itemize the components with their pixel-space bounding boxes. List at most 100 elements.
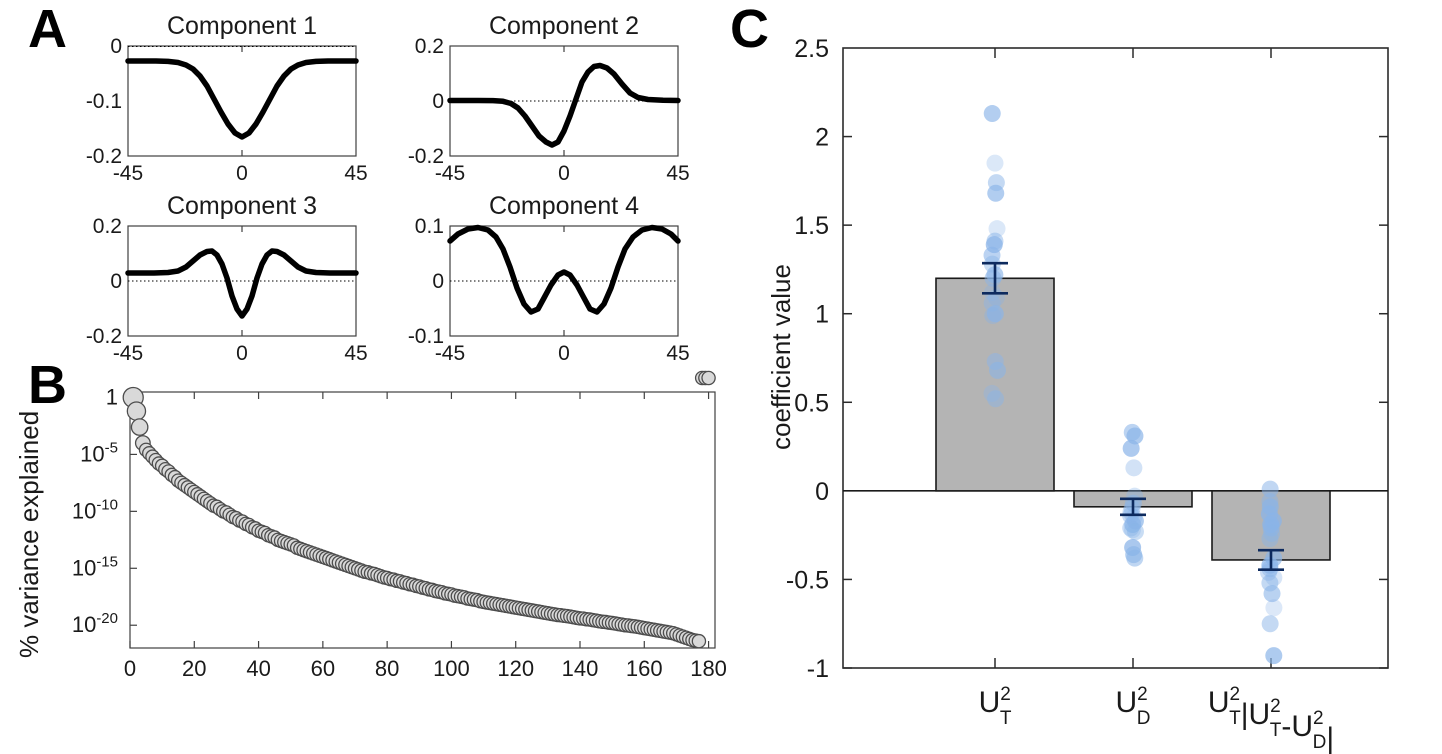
component-3-xtick-1: 0 [236, 342, 248, 365]
component-4-title: Component 4 [489, 192, 639, 220]
panel-c-point [986, 155, 1003, 172]
component-3-xtick-2: 45 [344, 342, 367, 365]
label-superscript: 2 [1230, 684, 1241, 705]
component-3-chart: Component 3 0.2 0 -0.2 -45 0 45 [96, 186, 376, 366]
label-subscript: D [1137, 708, 1151, 729]
component-4-xtick-2: 45 [666, 342, 689, 365]
panel-c-point [1127, 523, 1144, 540]
panel-b-ytick-exponent-3: -15 [96, 553, 118, 570]
panel-b-xtick-label-4: 80 [375, 656, 399, 681]
component-3-ytick-0: 0.2 [93, 215, 122, 238]
component-4-xtick-1: 0 [558, 342, 570, 365]
panel-c-ytick-label-6: -0.5 [786, 566, 829, 594]
panel-b-xtick-label-2: 40 [246, 656, 270, 681]
component-3-xtick-0: -45 [113, 342, 143, 365]
panel-b-xtick-labels: 0 20 40 60 80 100 120 140 160 180 [124, 656, 727, 681]
component-4-chart: Component 4 0.1 0 -0.1 -45 0 45 [418, 186, 698, 366]
panel-b-ytick-label-1: 10-5 [80, 439, 118, 466]
label-subscript: T [1229, 708, 1241, 729]
panel-c-ylabel: coefficient value [766, 264, 796, 450]
component-1-ytick-0: 0 [110, 35, 122, 58]
label-pipe-close: | [1326, 722, 1334, 754]
panel-b-ylabel: % variance explained [14, 411, 44, 658]
variance-explained-chart: % variance explained 110-510-1010-1510-2… [0, 378, 740, 708]
component-1-xtick-0: -45 [113, 162, 143, 185]
label-base: U [979, 686, 1001, 719]
component-2-chart: Component 2 0.2 0 -0.2 -45 0 45 [418, 6, 698, 186]
panel-c-point [1126, 550, 1143, 567]
component-1-title: Component 1 [167, 12, 317, 40]
component-2-curve [450, 66, 678, 146]
label-subscript: D [1313, 732, 1327, 753]
component-1-chart: Component 1 0 -0.1 -0.2 -45 0 45 [96, 6, 376, 186]
panel-c-point [989, 362, 1006, 379]
label-pipe-open: | [1241, 698, 1249, 731]
panel-c-coefficient-chart: coefficient value 2.5 2 1.5 1 0.5 0 -0.5 -1 U2 T… [760, 20, 1420, 740]
label-minus: - [1281, 710, 1291, 743]
component-1-curve [128, 61, 356, 137]
panel-c-ytick-label-5: 0 [815, 478, 829, 506]
component-1-xtick-2: 45 [344, 162, 367, 185]
label-base: U [1249, 698, 1271, 731]
panel-label-a: A [28, 2, 67, 56]
panel-b-ytick-exponent-1: -5 [105, 439, 118, 456]
component-2-ytick-0: 0.2 [415, 35, 444, 58]
panel-b-xtick-label-3: 60 [311, 656, 335, 681]
component-3-curve [128, 251, 356, 316]
panel-b-axes-box [130, 392, 715, 648]
component-2-xtick-0: -45 [435, 162, 465, 185]
panel-b-ytick-label-2: 10-10 [72, 496, 118, 523]
panel-c-ytick-label-4: 0.5 [794, 389, 829, 417]
panel-b-tick-marks [130, 392, 709, 648]
component-4-axes-box [450, 226, 678, 336]
panel-c-axes-box [843, 48, 1388, 668]
panel-c-tick-marks [843, 48, 1388, 668]
label-superscript: 2 [1137, 684, 1148, 705]
panel-c-point [1265, 647, 1282, 664]
panel-b-ytick-label-0: 1 [106, 384, 118, 409]
component-3-title: Component 3 [167, 192, 317, 220]
component-1-xtick-1: 0 [236, 162, 248, 185]
panel-c-point [987, 390, 1004, 407]
panel-b-xtick-label-0: 0 [124, 656, 136, 681]
panel-b-ytick-label-4: 10-20 [72, 610, 118, 637]
panel-b-ytick-exponent-4: -20 [96, 610, 118, 627]
panel-c-ytick-label-3: 1 [815, 301, 829, 329]
panel-b-xtick-label-5: 100 [433, 656, 470, 681]
label-superscript: 2 [1270, 696, 1281, 717]
component-2-ytick-1: 0 [432, 90, 444, 113]
panel-c-point [1123, 440, 1140, 457]
component-4-curve [450, 228, 678, 313]
panel-c-category-label-2: U2 T|U2 T-U2 D| [1208, 684, 1334, 754]
label-base: U [1208, 686, 1230, 719]
label-base: U [1291, 710, 1313, 743]
panel-c-category-label-1: U2 D [1116, 684, 1151, 729]
panel-b-xtick-label-9: 180 [690, 656, 727, 681]
component-2-xtick-2: 45 [666, 162, 689, 185]
panel-c-point [1262, 615, 1279, 632]
label-subscript: T [1270, 720, 1282, 741]
panel-c-point [987, 185, 1004, 202]
panel-c-ytick-label-2: 1.5 [794, 212, 829, 240]
panel-a-subplot-component-1: Component 1 0 -0.1 -0.2 -45 0 45 [96, 6, 376, 186]
component-4-xtick-0: -45 [435, 342, 465, 365]
label-subscript: T [1000, 708, 1012, 729]
panel-c-point [984, 105, 1001, 122]
panel-b-xtick-label-7: 140 [562, 656, 599, 681]
label-superscript: 2 [1313, 708, 1324, 729]
panel-b-point [127, 402, 145, 420]
component-2-xtick-1: 0 [558, 162, 570, 185]
coefficient-bar-chart: coefficient value 2.521.510.50-0.5-1 U2 T… [760, 20, 1420, 740]
panel-c-point [1261, 530, 1278, 547]
panel-b-ytick-exponent-2: -10 [96, 496, 118, 513]
panel-b-ytick-labels: 1 10-5 10-10 10-15 10-20 [72, 384, 118, 637]
panel-c-point [1125, 459, 1142, 476]
panel-c-point [984, 307, 1001, 324]
panel-c-ytick-label-7: -1 [807, 655, 829, 683]
panel-a-subplot-component-3: Component 3 0.2 0 -0.2 -45 0 45 [96, 186, 376, 366]
panel-a-subplot-component-2: Component 2 0.2 0 -0.2 -45 0 45 [418, 6, 698, 186]
panel-b-point [702, 371, 715, 384]
panel-c-ytick-label-0: 2.5 [794, 35, 829, 63]
panel-b-xtick-label-6: 120 [497, 656, 534, 681]
panel-c-category-labels: U2 T U2 D U2 T|U2 T-U2 D| [979, 684, 1335, 754]
